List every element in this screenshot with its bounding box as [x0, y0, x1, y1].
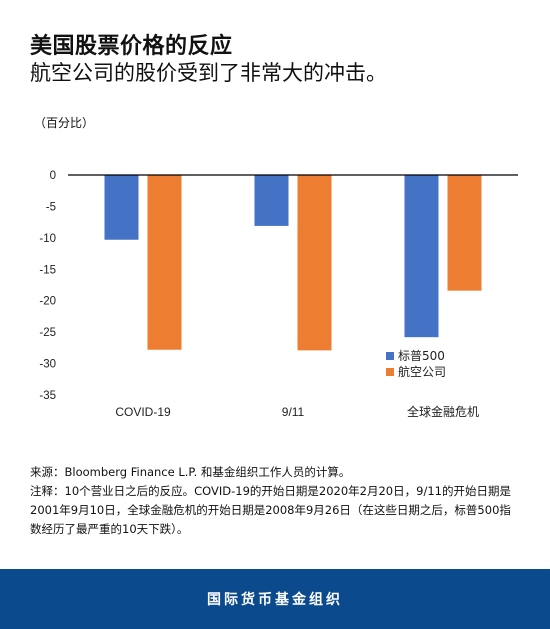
bar-sp500	[104, 175, 139, 240]
chart-title: 美国股票价格的反应	[30, 34, 233, 59]
y-tick-label: -30	[39, 359, 56, 371]
bar-airlines	[147, 175, 182, 350]
bar-chart: 0 -5 -10 -15 -20 -25 -30 -35 COVID-19 9/11 全球金融危机 标…	[39, 170, 518, 419]
organization-name: 国际货币基金组织	[207, 592, 343, 608]
y-tick-label: 0	[50, 170, 56, 182]
y-tick-label: -35	[39, 390, 56, 402]
chart-notes: 来源：Bloomberg Finance L.P. 和基金组织工作人员的计算。 …	[30, 463, 522, 539]
chart-subtitle: 航空公司的股价受到了非常大的冲击。	[30, 61, 387, 85]
y-tick-label: -20	[39, 296, 56, 308]
y-tick-label: -15	[39, 264, 56, 276]
x-tick-label: 9/11	[282, 405, 305, 419]
bar-sp500	[254, 175, 289, 226]
y-tick-label: -10	[39, 233, 56, 245]
bar-airlines	[447, 175, 482, 291]
y-tick-label: -25	[39, 327, 56, 339]
bar-sp500	[404, 175, 439, 338]
x-tick-label: COVID-19	[115, 405, 171, 419]
y-tick-label: -5	[46, 201, 56, 213]
bar-airlines	[297, 175, 332, 351]
legend-swatch	[386, 352, 394, 360]
legend-swatch	[386, 368, 394, 376]
source-note: 来源：Bloomberg Finance L.P. 和基金组织工作人员的计算。	[30, 465, 351, 479]
x-tick-label: 全球金融危机	[407, 404, 479, 419]
y-axis-unit-label: （百分比）	[34, 116, 95, 130]
footnote: 注释：10个营业日之后的反应。COVID-19的开始日期是2020年2月20日，…	[30, 484, 511, 536]
footer-bar: 国际货币基金组织	[0, 569, 550, 629]
legend-label: 标普500	[398, 349, 445, 363]
legend-label: 航空公司	[398, 364, 446, 379]
